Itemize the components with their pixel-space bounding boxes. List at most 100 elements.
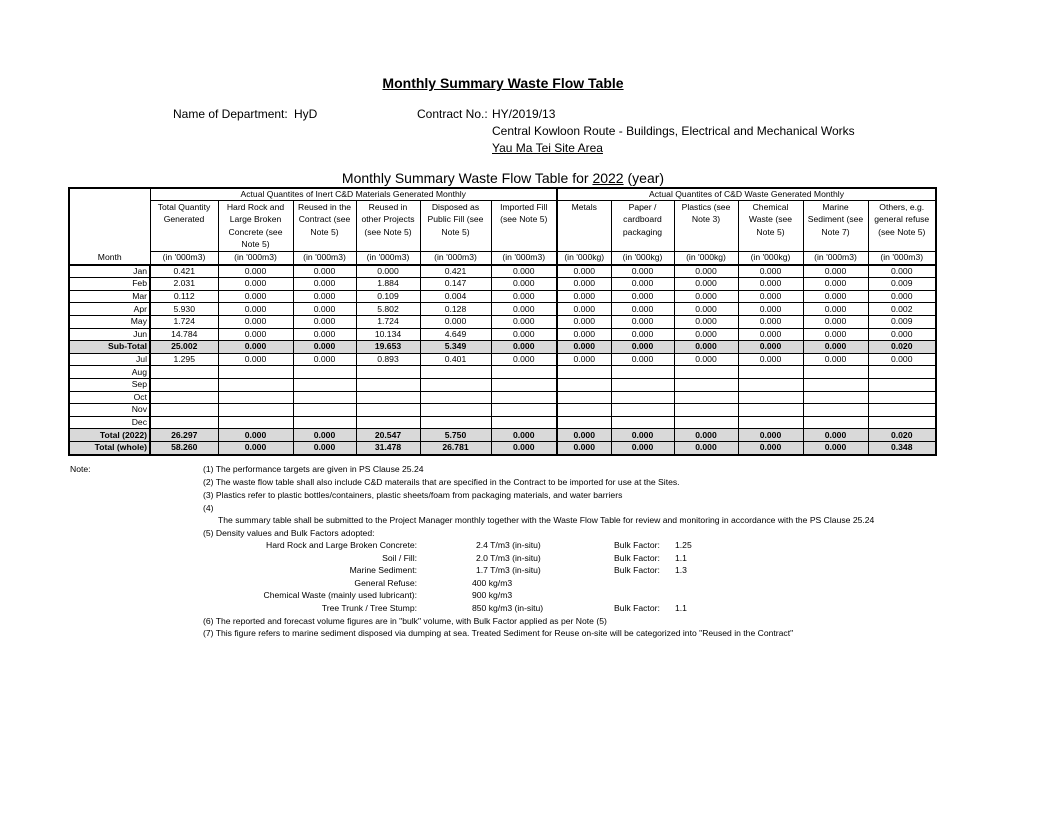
value-cell bbox=[419, 415, 492, 430]
column-header-row: Total Quantity Generated Hard Rock and La… bbox=[69, 200, 937, 252]
table-title-prefix: Monthly Summary Waste Flow Table for bbox=[341, 170, 593, 186]
value-cell bbox=[737, 403, 804, 417]
value-cell: 0.000 bbox=[802, 428, 869, 442]
value-cell: 0.000 bbox=[490, 289, 558, 304]
value-cell bbox=[355, 390, 421, 405]
value-cell: 0.004 bbox=[419, 289, 492, 304]
value-cell: 5.802 bbox=[355, 302, 421, 316]
month-cell: May bbox=[68, 314, 151, 329]
value-cell bbox=[292, 390, 357, 405]
table-row: Total (whole) 58.260 0.000 0.000 31.478 26.78… bbox=[68, 440, 937, 456]
value-cell: 0.000 bbox=[292, 440, 357, 456]
value-cell: 0.000 bbox=[802, 352, 869, 367]
value-cell bbox=[867, 377, 937, 392]
value-cell bbox=[217, 365, 294, 379]
note-6: (6) The reported and forecast volume fig… bbox=[203, 616, 607, 626]
value-cell: 0.000 bbox=[673, 352, 739, 367]
value-cell: 0.000 bbox=[556, 340, 612, 354]
value-cell bbox=[419, 377, 492, 392]
month-cell: Aug bbox=[68, 365, 151, 379]
value-cell: 0.000 bbox=[217, 314, 294, 329]
value-cell: 0.000 bbox=[217, 289, 294, 304]
value-cell bbox=[355, 377, 421, 392]
value-cell: 0.000 bbox=[556, 352, 612, 367]
value-cell: 26.297 bbox=[149, 428, 219, 442]
table-row: Total (2022) 26.297 0.000 0.000 20.547 5.750 0… bbox=[68, 428, 937, 442]
value-cell bbox=[419, 365, 492, 379]
value-cell: 0.000 bbox=[867, 327, 937, 342]
table-title: Monthly Summary Waste Flow Table for 202… bbox=[0, 170, 1006, 186]
density-label: General Refuse: bbox=[354, 577, 417, 588]
value-cell: 0.000 bbox=[737, 314, 804, 329]
value-cell: 0.147 bbox=[419, 277, 492, 291]
value-cell: 20.547 bbox=[355, 428, 421, 442]
density-label: Hard Rock and Large Broken Concrete: bbox=[266, 540, 417, 550]
value-cell: 0.000 bbox=[802, 327, 869, 342]
value-cell: 1.295 bbox=[149, 352, 219, 367]
note-5: (5) Density values and Bulk Factors adop… bbox=[203, 528, 375, 538]
value-cell: 0.000 bbox=[737, 264, 804, 279]
table-row: Dec bbox=[68, 415, 937, 430]
value-cell: 5.349 bbox=[419, 340, 492, 354]
bulk-factor-value: 1.3 bbox=[675, 565, 687, 576]
value-cell: 0.000 bbox=[737, 289, 804, 304]
value-cell: 0.000 bbox=[673, 314, 739, 329]
value-cell bbox=[149, 415, 219, 430]
value-cell bbox=[217, 403, 294, 417]
column-header: Reused in the Contract (see Note 5) bbox=[292, 200, 357, 252]
value-cell: 0.000 bbox=[556, 314, 612, 329]
column-header: Reused in other Projects (see Note 5) bbox=[355, 200, 421, 252]
column-header: Others, e.g. general refuse (see Note 5) bbox=[867, 200, 937, 252]
value-cell: 0.000 bbox=[292, 340, 357, 354]
column-unit: (in '000m3) bbox=[292, 250, 357, 266]
value-cell: 0.893 bbox=[355, 352, 421, 367]
column-header: Disposed as Public Fill (see Note 5) bbox=[419, 200, 492, 252]
value-cell: 4.649 bbox=[419, 327, 492, 342]
month-cell: Jun bbox=[68, 327, 151, 342]
density-label: Chemical Waste (mainly used lubricant): bbox=[263, 590, 417, 601]
value-cell: 0.000 bbox=[292, 428, 357, 442]
department-label: Name of Department: bbox=[173, 107, 288, 121]
value-cell: 0.421 bbox=[419, 264, 492, 279]
value-cell bbox=[419, 403, 492, 417]
value-cell: 0.000 bbox=[292, 289, 357, 304]
value-cell: 0.000 bbox=[673, 289, 739, 304]
value-cell bbox=[490, 365, 558, 379]
value-cell: 0.000 bbox=[490, 314, 558, 329]
value-cell: 0.000 bbox=[217, 352, 294, 367]
value-cell: 0.000 bbox=[556, 440, 612, 456]
value-cell: 0.000 bbox=[802, 289, 869, 304]
value-cell bbox=[149, 403, 219, 417]
value-cell: 2.031 bbox=[149, 277, 219, 291]
value-cell bbox=[149, 365, 219, 379]
value-cell: 0.000 bbox=[610, 340, 675, 354]
value-cell bbox=[292, 403, 357, 417]
value-cell: 0.000 bbox=[610, 302, 675, 316]
density-value: 400 kg/m3 bbox=[472, 577, 513, 588]
contract-number: HY/2019/13 bbox=[492, 107, 556, 121]
value-cell: 0.128 bbox=[419, 302, 492, 316]
column-unit: (in '000m3) bbox=[490, 250, 558, 266]
column-header: Plastics (see Note 3) bbox=[673, 200, 739, 252]
value-cell bbox=[292, 415, 357, 430]
value-cell: 0.000 bbox=[217, 428, 294, 442]
value-cell bbox=[556, 415, 612, 430]
value-cell: 0.020 bbox=[867, 428, 937, 442]
value-cell bbox=[610, 377, 675, 392]
value-cell: 0.000 bbox=[490, 352, 558, 367]
value-cell bbox=[556, 403, 612, 417]
value-cell: 0.000 bbox=[802, 340, 869, 354]
table-row: Apr 5.930 0.000 0.000 5.802 0.128 0.000 0.000 0.… bbox=[68, 302, 937, 316]
waste-flow-table: Actual Quantites of Inert C&D Materials … bbox=[68, 187, 937, 456]
value-cell: 0.000 bbox=[556, 289, 612, 304]
density-label: Tree Trunk / Tree Stump: bbox=[321, 603, 417, 613]
value-cell: 0.000 bbox=[490, 264, 558, 279]
value-cell: 19.653 bbox=[355, 340, 421, 354]
bulk-factor-value: 1.1 bbox=[675, 552, 687, 563]
value-cell: 0.109 bbox=[355, 289, 421, 304]
value-cell: 0.421 bbox=[149, 264, 219, 279]
value-cell bbox=[490, 390, 558, 405]
column-unit: (in '000m3) bbox=[217, 250, 294, 266]
value-cell: 25.002 bbox=[149, 340, 219, 354]
